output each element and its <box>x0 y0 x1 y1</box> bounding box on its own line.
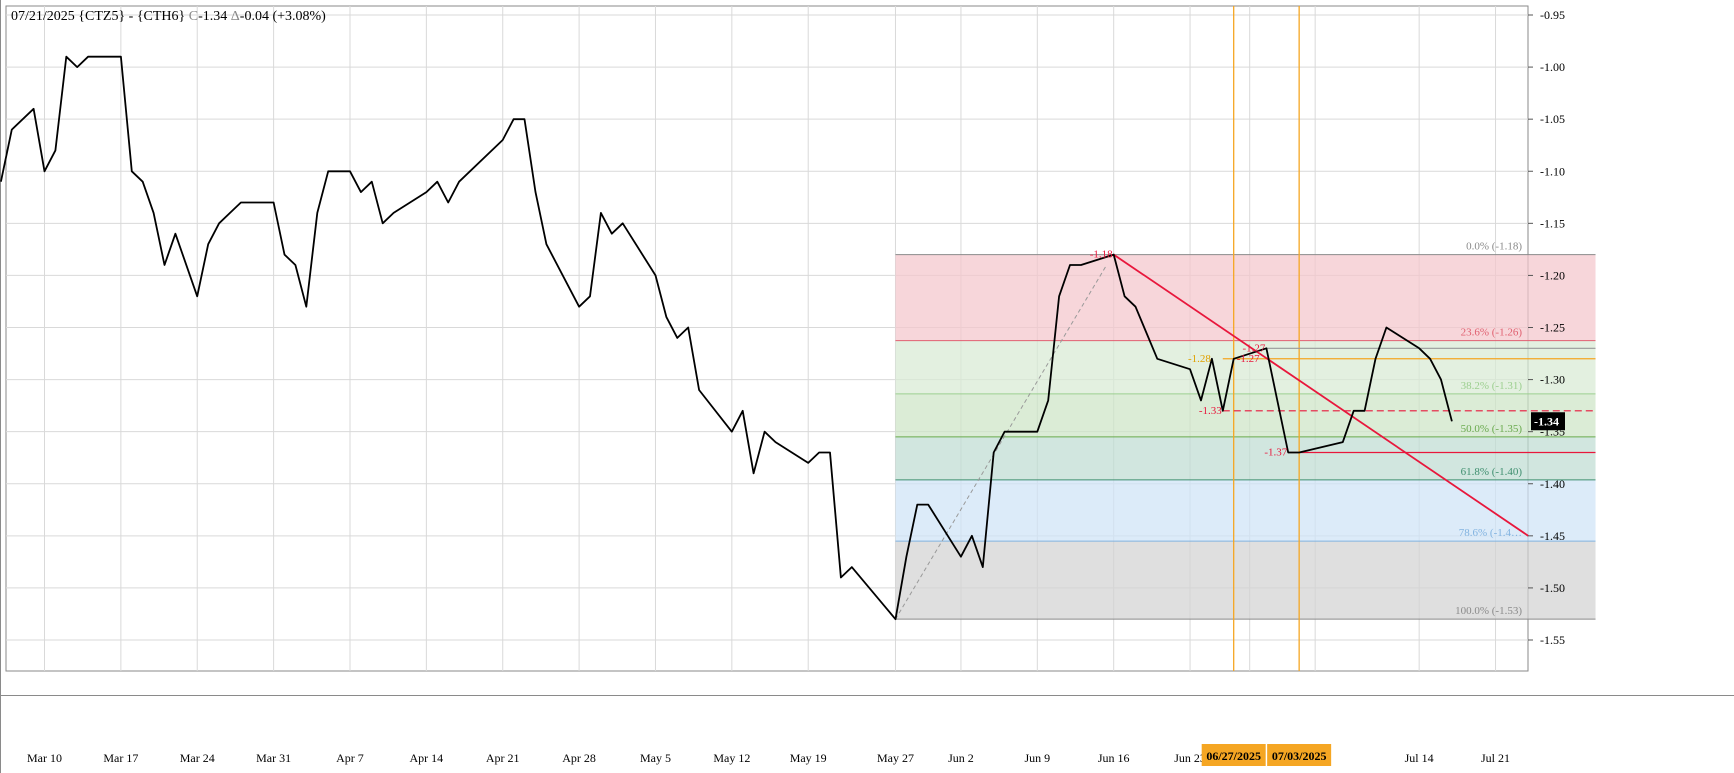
x-tick-label: Apr 14 <box>410 751 444 765</box>
x-tick-label: Jun 16 <box>1098 751 1130 765</box>
y-tick-label: -1.55 <box>1540 633 1565 647</box>
x-tick-label: Jun 23 <box>1174 751 1206 765</box>
x-tick-label: Mar 17 <box>103 751 138 765</box>
fib-level-label: 78.6% (-1.4… <box>1459 527 1522 539</box>
fib-level-label: 100.0% (-1.53) <box>1455 605 1522 617</box>
chart-header: 07/21/2025 {CTZ5} - {CTH6} C-1.34 Δ-0.04… <box>11 9 326 25</box>
trendline <box>1113 253 1529 537</box>
last-value-tag <box>1531 412 1565 431</box>
last-value-label: -1.34 <box>1534 414 1559 428</box>
header-change-prefix: Δ <box>230 9 240 24</box>
point-label: -1.27 <box>1242 342 1265 354</box>
x-tick-label: Jun 9 <box>1024 751 1050 765</box>
fib-zone <box>895 479 1596 542</box>
x-tick-label: May 12 <box>713 751 750 765</box>
point-label: -1.33 <box>1199 405 1222 417</box>
fib-zone <box>895 340 1596 394</box>
y-tick-label: -1.45 <box>1540 529 1565 543</box>
fib-zone <box>895 254 1596 341</box>
x-tick-label: Mar 31 <box>256 751 291 765</box>
x-tick-label: May 19 <box>790 751 827 765</box>
point-label: -1.27 <box>1237 353 1260 365</box>
fib-zone <box>895 436 1596 480</box>
fib-swing-line <box>895 266 1107 620</box>
fib-level-label: 38.2% (-1.31) <box>1461 380 1523 392</box>
x-tick-label: May 5 <box>640 751 671 765</box>
y-tick-label: -1.10 <box>1540 164 1565 178</box>
x-tick-label: Mar 10 <box>27 751 62 765</box>
price-series-line <box>0 55 1453 621</box>
point-label: -1.28 <box>1188 353 1211 365</box>
point-label: -1.37 <box>1264 447 1287 459</box>
x-tick-label: Jul 21 <box>1481 751 1510 765</box>
fib-zone <box>895 541 1596 620</box>
x-tick-label: Jul 14 <box>1405 751 1434 765</box>
date-marker-label: 07/03/2025 <box>1272 749 1327 763</box>
header-symbol: {CTZ5} - {CTH6} <box>78 9 186 24</box>
fib-level-label: 61.8% (-1.40) <box>1461 466 1523 478</box>
y-tick-label: -1.05 <box>1540 112 1565 126</box>
fib-level-label: 50.0% (-1.35) <box>1461 423 1523 435</box>
date-marker-tag <box>1267 744 1332 766</box>
x-tick-label: Mar 24 <box>180 751 215 765</box>
x-tick-label: Apr 28 <box>562 751 596 765</box>
point-label: -1.18 <box>1090 249 1113 261</box>
fib-level-label: 23.6% (-1.26) <box>1461 327 1523 339</box>
y-tick-label: -0.95 <box>1540 8 1565 22</box>
y-tick-label: -1.25 <box>1540 321 1565 335</box>
y-axis: -0.95 -1.00 -1.05 -1.10 -1.15 -1.20 -1.25 -1.30… <box>1528 8 1565 647</box>
x-tick-label: May 27 <box>877 751 914 765</box>
x-tick-label: Apr 7 <box>336 751 364 765</box>
header-close-prefix: C <box>188 9 199 24</box>
y-tick-label: -1.00 <box>1540 60 1565 74</box>
y-tick-label: -1.15 <box>1540 216 1565 230</box>
fib-zone <box>895 393 1596 437</box>
x-tick-label: Jun 2 <box>948 751 974 765</box>
y-tick-label: -1.20 <box>1540 268 1565 282</box>
x-axis: Mar 10 Mar 17 Mar 24 Mar 31 Apr 7 Apr 14 Apr 2… <box>27 744 1510 766</box>
header-date: 07/21/2025 <box>11 9 75 24</box>
date-marker-label: 06/27/2025 <box>1206 749 1261 763</box>
x-tick-label: Apr 21 <box>486 751 520 765</box>
y-tick-label: -1.40 <box>1540 477 1565 491</box>
y-tick-label: -1.50 <box>1540 581 1565 595</box>
fib-level-label: 0.0% (-1.18) <box>1466 241 1522 253</box>
header-close-value: -1.34 <box>198 9 228 24</box>
y-tick-label: -1.30 <box>1540 373 1565 387</box>
header-change-value: -0.04 (+3.08%) <box>239 9 326 24</box>
date-marker-tag <box>1201 744 1266 766</box>
fibonacci-group: 0.0% (-1.18) 23.6% (-1.26) 38.2% (-1.31) 50… <box>895 241 1596 620</box>
